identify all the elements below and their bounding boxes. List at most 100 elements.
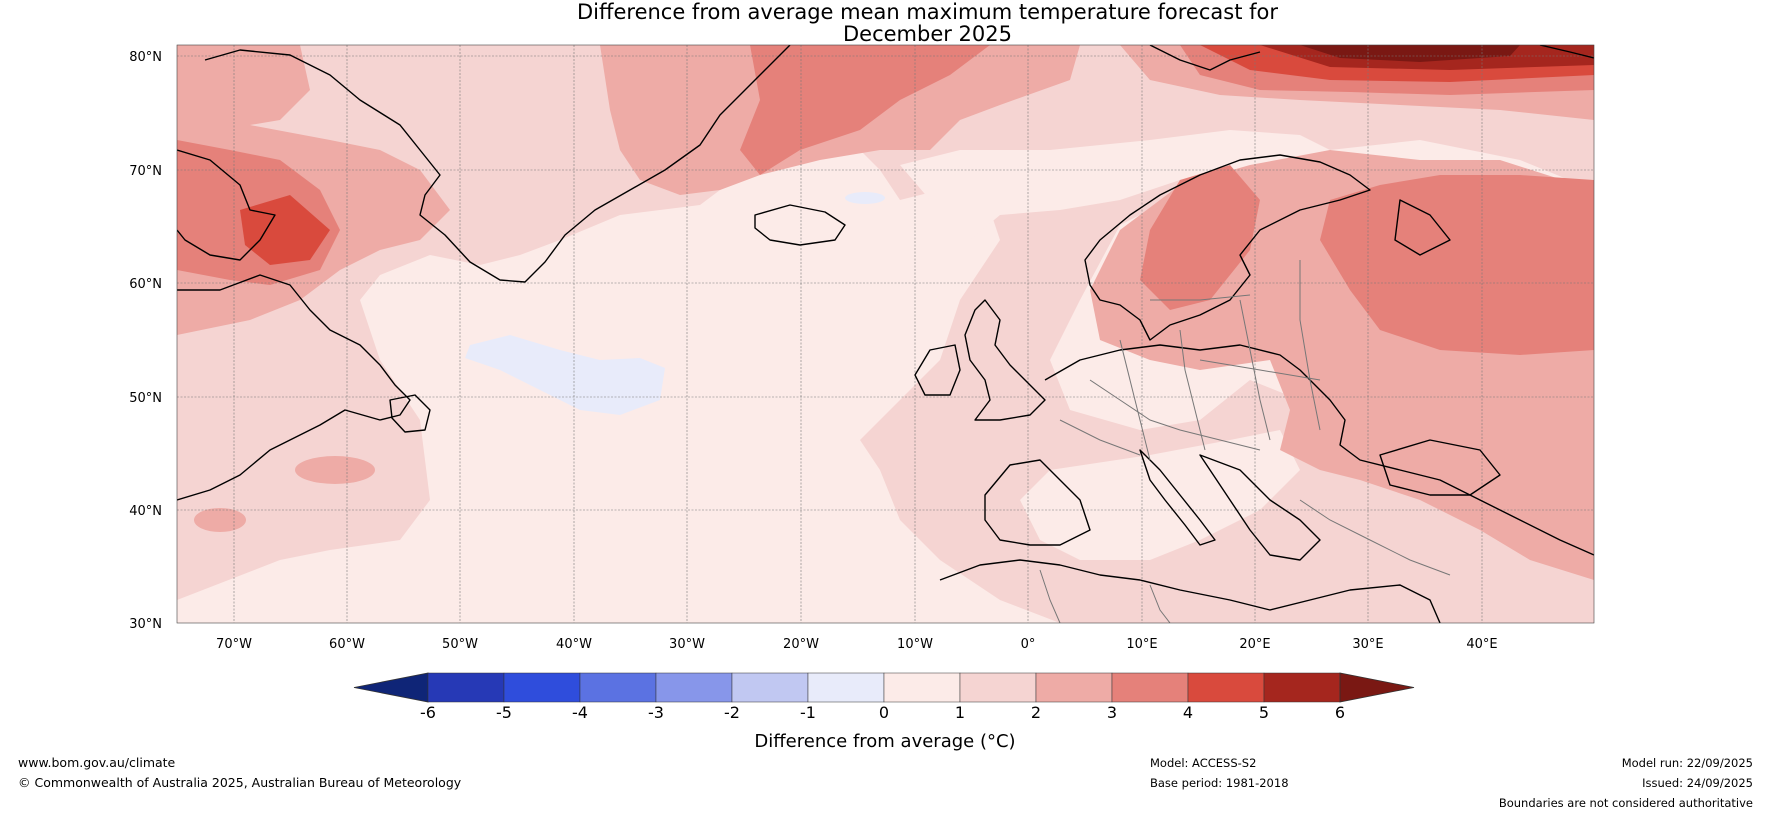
model-run-text: Model run: 22/09/2025 <box>1621 756 1753 770</box>
lat-label: 50°N <box>129 391 162 406</box>
colorbar-tick-label: -4 <box>572 703 588 722</box>
coastline-balkans <box>1199 454 1321 561</box>
coastline-novaya-zemlya <box>1539 45 1594 59</box>
colorbar-segment <box>959 672 1037 703</box>
lon-label: 50°W <box>442 637 478 652</box>
coastline-svalbard <box>1149 45 1261 71</box>
lat-label: 60°N <box>129 277 162 292</box>
colorbar-segment <box>1035 672 1113 703</box>
coastline-baffin <box>177 149 276 261</box>
disclaimer-text: Boundaries are not considered authoritat… <box>1498 796 1753 810</box>
border <box>1059 419 1141 456</box>
coastline-north-africa <box>939 559 1441 623</box>
border <box>1239 299 1271 441</box>
coastline-labrador <box>177 274 411 501</box>
longitude-labels: 70°W 60°W 50°W 40°W 30°W 20°W 10°W 0° 10… <box>216 637 1498 652</box>
border <box>1179 329 1206 451</box>
border <box>1150 294 1251 301</box>
coastline-greenland <box>204 45 791 283</box>
colorbar-tick-label: -6 <box>420 703 436 722</box>
colorbar-tick-label: 5 <box>1259 703 1269 722</box>
issued-text: Issued: 24/09/2025 <box>1642 776 1753 790</box>
colorbar-segment <box>427 672 505 703</box>
lon-label: 20°W <box>783 637 819 652</box>
coastline-iceland <box>754 204 846 246</box>
colorbar-extension-low <box>353 672 429 703</box>
colorbar-segment <box>807 672 885 703</box>
anomaly-field-2-3-patch <box>295 456 375 484</box>
anomaly-field-6-plus <box>1300 45 1520 62</box>
anomaly-map <box>177 45 1594 623</box>
coastline-great-britain <box>964 299 1046 421</box>
anomaly-field-north-atlantic-0-1 <box>900 130 1330 260</box>
lon-label: 10°E <box>1126 637 1157 652</box>
colorbar-tick-label: -1 <box>800 703 816 722</box>
anomaly-field-neg1-0 <box>465 335 665 415</box>
coastline-white-sea <box>1394 199 1451 256</box>
anomaly-field-3-4-scandinavia <box>1140 165 1260 310</box>
colorbar-tick-label: -3 <box>648 703 664 722</box>
colorbar-label: Difference from average (°C) <box>754 731 1015 752</box>
chart-title-line2: December 2025 <box>842 22 1012 46</box>
base-period-text: Base period: 1981-2018 <box>1150 776 1289 790</box>
border <box>1089 379 1261 451</box>
border <box>1119 339 1151 461</box>
lon-label: 40°E <box>1466 637 1497 652</box>
lat-label: 30°N <box>129 617 162 632</box>
colorbar-tick-label: 3 <box>1107 703 1117 722</box>
border <box>1199 359 1321 381</box>
colorbar-tick-labels: -6 -5 -4 -3 -2 -1 0 1 2 3 4 5 6 <box>420 703 1345 722</box>
coastline-iberia <box>984 459 1091 546</box>
copyright-text: © Commonwealth of Australia 2025, Austra… <box>18 775 462 790</box>
lon-label: 10°W <box>897 637 933 652</box>
colorbar <box>353 672 1415 703</box>
anomaly-field-3-4-russia <box>1320 175 1594 355</box>
lon-label: 30°W <box>669 637 705 652</box>
border <box>1299 499 1451 576</box>
lon-label: 40°W <box>556 637 592 652</box>
chart-title-line1: Difference from average mean maximum tem… <box>577 0 1278 24</box>
colorbar-extension-high <box>1339 672 1415 703</box>
colorbar-segment <box>1263 672 1341 703</box>
colorbar-tick-label: 1 <box>955 703 965 722</box>
coastline-black-sea <box>1379 439 1501 496</box>
anomaly-field-neg1-0 <box>845 192 885 204</box>
country-borders <box>1039 260 1451 623</box>
coastline-italy <box>1139 449 1216 546</box>
coastline-scandinavia <box>1084 154 1371 341</box>
lon-label: 60°W <box>329 637 365 652</box>
latitude-labels: 80°N 70°N 60°N 50°N 40°N 30°N <box>129 50 162 632</box>
anomaly-field-europe-0-1 <box>1020 430 1300 560</box>
border <box>1299 260 1321 431</box>
colorbar-tick-label: 4 <box>1183 703 1193 722</box>
lat-label: 40°N <box>129 504 162 519</box>
coastlines <box>177 45 1594 623</box>
colorbar-segment <box>655 672 733 703</box>
lon-label: 0° <box>1021 637 1036 652</box>
graticule <box>177 45 1594 623</box>
lon-label: 20°E <box>1239 637 1270 652</box>
colorbar-tick-label: 2 <box>1031 703 1041 722</box>
colorbar-tick-label: -5 <box>496 703 512 722</box>
anomaly-field-2-3-patch <box>194 508 246 532</box>
anomaly-field-3-4-greenland-east <box>740 45 990 175</box>
colorbar-segment <box>883 672 961 703</box>
coastline-newfoundland <box>389 394 431 433</box>
model-text: Model: ACCESS-S2 <box>1150 756 1257 770</box>
colorbar-tick-label: -2 <box>724 703 740 722</box>
colorbar-segment <box>731 672 809 703</box>
lat-label: 70°N <box>129 164 162 179</box>
colorbar-segment <box>503 672 581 703</box>
lon-label: 30°E <box>1352 637 1383 652</box>
coastline-europe <box>1044 344 1594 556</box>
website-text: www.bom.gov.au/climate <box>18 755 176 770</box>
colorbar-segment <box>1187 672 1265 703</box>
border <box>1039 569 1061 623</box>
colorbar-tick-label: 0 <box>879 703 889 722</box>
colorbar-segment <box>1111 672 1189 703</box>
colorbar-segment <box>579 672 657 703</box>
border <box>1149 584 1171 623</box>
map-frame <box>176 44 1595 624</box>
lat-label: 80°N <box>129 50 162 65</box>
